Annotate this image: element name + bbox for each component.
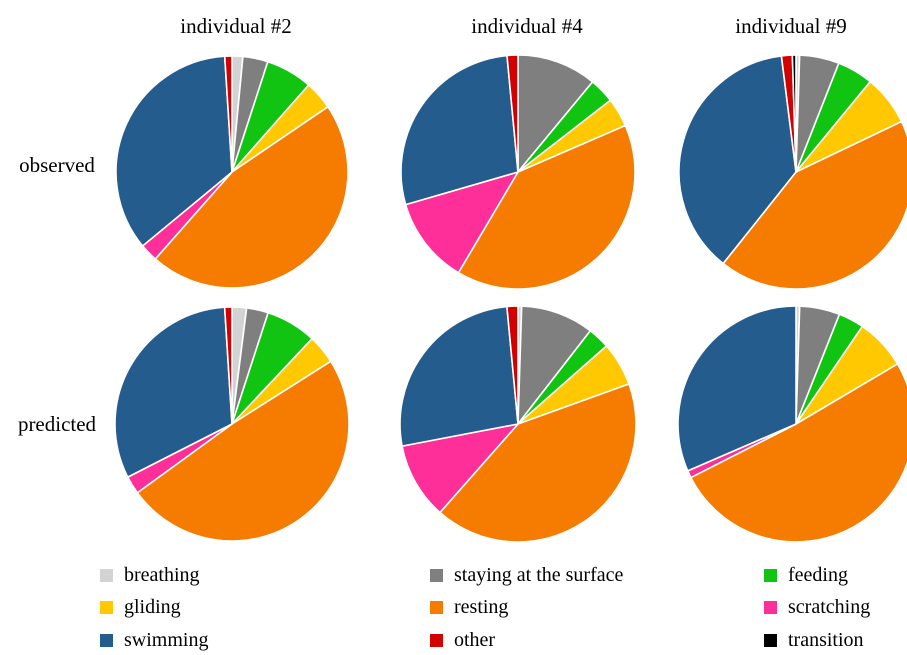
legend-swatch	[430, 634, 443, 647]
legend-item-resting: resting	[430, 596, 508, 618]
legend: breathing staying at the surface feeding gl…	[100, 564, 870, 651]
legend-label: other	[454, 629, 495, 651]
legend-label: feeding	[788, 564, 848, 586]
pie-predicted-individual-4	[399, 305, 637, 543]
slice-other	[223, 306, 233, 425]
legend-label: swimming	[124, 629, 208, 651]
column-title-individual-4: individual #4	[471, 14, 583, 38]
slice-swimming	[678, 55, 797, 265]
legend-item-scratching: scratching	[764, 596, 870, 618]
slice-other	[506, 54, 519, 173]
slice-swimming	[114, 306, 233, 478]
pie-observed-individual-2	[115, 55, 349, 289]
slice-resting	[722, 120, 907, 290]
slice-swimming	[400, 54, 519, 206]
pie-predicted-individual-9	[677, 305, 907, 543]
legend-item-gliding: gliding	[100, 596, 181, 618]
legend-label: gliding	[124, 596, 181, 618]
legend-swatch	[100, 569, 113, 582]
slice-staying-at-the-surface	[517, 305, 592, 425]
legend-label: resting	[454, 596, 508, 618]
legend-swatch	[430, 601, 443, 614]
legend-label: scratching	[788, 596, 870, 618]
legend-item-transition: transition	[764, 629, 864, 651]
slice-other	[223, 55, 233, 173]
legend-swatch	[100, 601, 113, 614]
legend-label: breathing	[124, 564, 200, 586]
legend-swatch	[764, 601, 777, 614]
pie-observed-individual-4	[400, 54, 636, 290]
legend-swatch	[764, 569, 777, 582]
legend-swatch	[764, 634, 777, 647]
slice-resting	[457, 124, 636, 290]
legend-label: staying at the surface	[454, 564, 623, 586]
legend-item-feeding: feeding	[764, 564, 848, 586]
legend-item-other: other	[430, 629, 495, 651]
pie-predicted-individual-2	[114, 306, 350, 542]
pies	[114, 54, 907, 543]
row-label-observed: observed	[19, 153, 95, 177]
legend-label: transition	[788, 629, 864, 651]
slice-transition	[791, 54, 797, 173]
pie-observed-individual-9	[678, 54, 907, 290]
slice-other	[506, 305, 519, 425]
slice-swimming	[399, 305, 519, 447]
slice-staying-at-the-surface	[517, 54, 594, 173]
column-titles: individual #2 individual #4 individual #9	[180, 14, 846, 38]
slice-resting	[136, 360, 350, 542]
row-label-predicted: predicted	[18, 412, 97, 436]
legend-swatch	[100, 634, 113, 647]
column-title-individual-9: individual #9	[735, 14, 846, 38]
legend-item-staying-at-the-surface: staying at the surface	[430, 564, 623, 586]
legend-swatch	[430, 569, 443, 582]
slice-swimming	[115, 55, 233, 247]
slice-swimming	[677, 305, 797, 472]
slice-resting	[439, 383, 637, 543]
row-labels: observed predicted	[18, 153, 97, 436]
slice-resting	[154, 106, 349, 289]
legend-item-breathing: breathing	[100, 564, 200, 586]
slice-resting	[690, 363, 907, 543]
column-title-individual-2: individual #2	[180, 14, 291, 38]
legend-item-swimming: swimming	[100, 629, 208, 651]
slice-scratching	[401, 423, 519, 514]
